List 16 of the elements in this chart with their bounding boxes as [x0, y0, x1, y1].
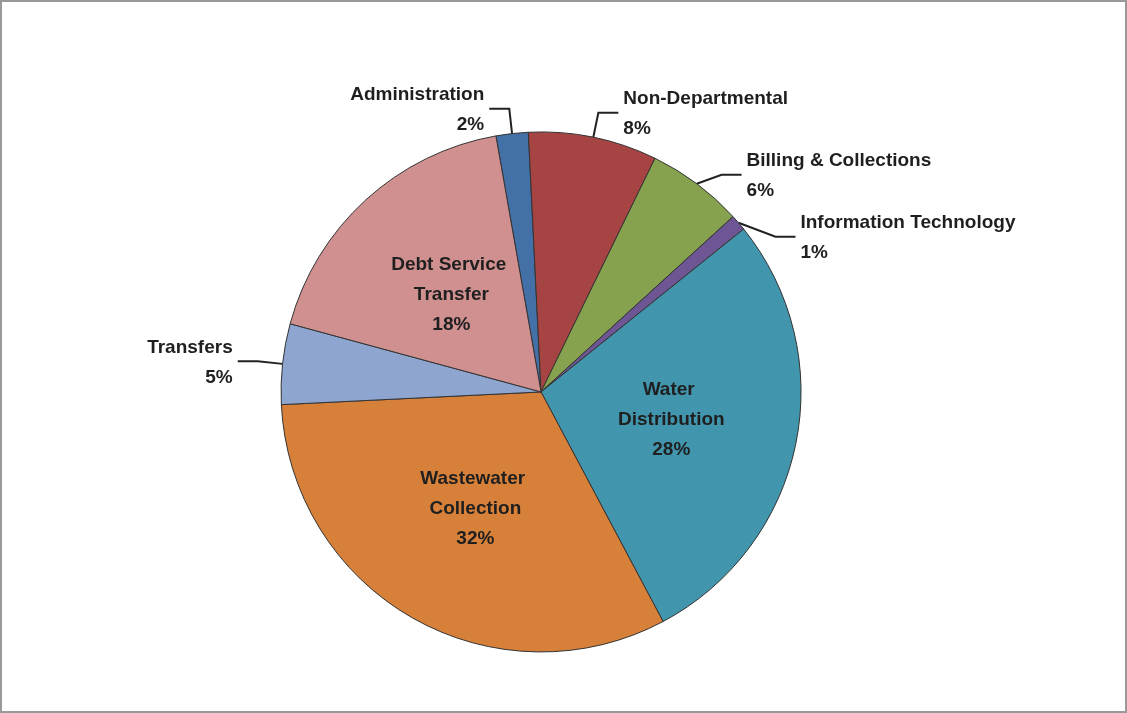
- data-label: 32%: [456, 527, 495, 549]
- data-label: 6%: [746, 179, 775, 201]
- slice-label: Billing & Collections: [746, 149, 932, 171]
- data-label: 18%: [432, 313, 471, 335]
- data-label: 8%: [623, 117, 651, 139]
- data-label: 28%: [652, 438, 691, 460]
- slice-label: Administration: [350, 83, 485, 105]
- slice-label: Transfers: [147, 335, 233, 357]
- data-label: 5%: [205, 365, 233, 387]
- slice-label: Water Distribution: [618, 378, 725, 430]
- data-label: 1%: [800, 241, 829, 263]
- data-label: 2%: [456, 113, 485, 135]
- slice-label: Debt Service Transfer: [391, 253, 512, 305]
- slice-label: Wastewater Collection: [420, 467, 531, 519]
- slice-label: Information Technology: [800, 211, 1016, 233]
- slice-label: Non-Departmental: [623, 87, 789, 109]
